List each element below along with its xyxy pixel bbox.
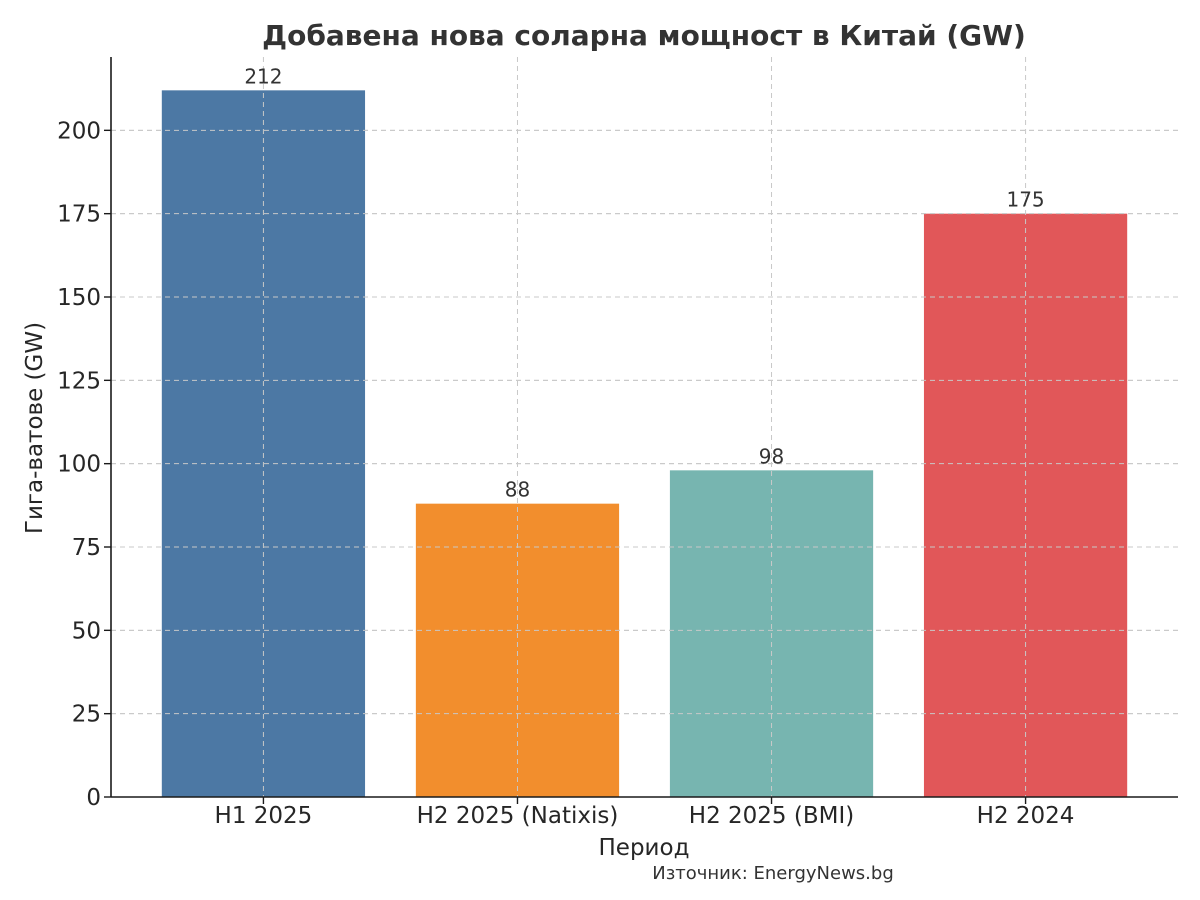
bar-value-label: 98: [759, 444, 784, 468]
x-axis-label: Период: [599, 835, 690, 861]
x-tick-label: H2 2024: [977, 803, 1075, 829]
x-axis-ticks: H1 2025 H2 2025 (Natixis) H2 2025 (BMI) H2 …: [215, 797, 1075, 829]
y-tick-label: 50: [72, 618, 101, 644]
source-note: Източник: EnergyNews.bg: [652, 863, 894, 884]
y-tick-label: 125: [57, 368, 101, 394]
bar-value-label: 88: [505, 478, 530, 502]
y-tick-label: 25: [72, 702, 101, 728]
axes: [110, 57, 1178, 798]
y-tick-label: 75: [72, 535, 101, 561]
y-tick-label: 0: [86, 785, 101, 811]
x-tick-label: H1 2025: [215, 803, 313, 829]
data-labels: 212 88 98 175: [244, 64, 1044, 501]
y-tick-label: 150: [57, 285, 101, 311]
y-tick-label: 100: [57, 452, 101, 478]
bars: [161, 90, 1128, 798]
y-tick-label: 175: [57, 202, 101, 228]
x-tick-label: H2 2025 (Natixis): [417, 803, 619, 829]
bar-value-label: 212: [244, 64, 282, 88]
bar-value-label: 175: [1006, 188, 1044, 212]
y-axis-ticks: 0 25 50 75 100 125 150 175 200: [57, 118, 111, 811]
chart-title: Добавена нова соларна мощност в Китай (G…: [262, 19, 1026, 52]
x-tick-label: H2 2025 (BMI): [689, 803, 854, 829]
y-tick-label: 200: [57, 118, 101, 144]
grid-lines-front: [111, 57, 1178, 797]
y-axis-label: Гига-ватове (GW): [22, 322, 48, 534]
